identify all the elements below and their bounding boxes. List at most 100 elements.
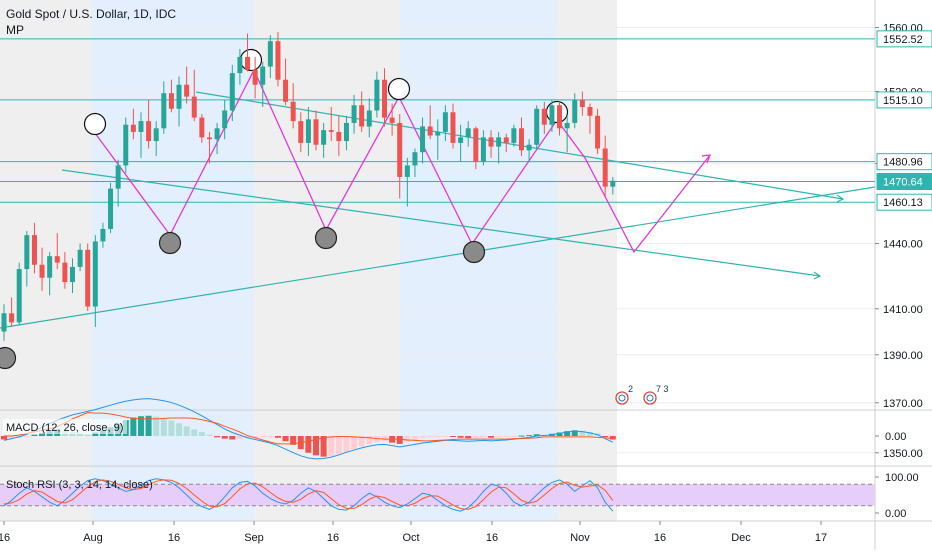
candle-body — [397, 122, 403, 177]
macd-histogram-bar — [31, 434, 38, 436]
candle-body — [245, 56, 251, 70]
candle-body — [161, 93, 167, 129]
event-marker-inner — [618, 394, 626, 402]
macd-histogram-bar — [130, 417, 137, 436]
candle-body — [267, 41, 273, 67]
macd-histogram-bar — [39, 432, 46, 436]
candle-body — [458, 137, 464, 143]
macd-histogram-bar — [503, 436, 510, 437]
stoch-band — [0, 484, 875, 506]
candle-body — [214, 128, 220, 140]
macd-histogram-bar — [526, 435, 533, 437]
candle-body — [168, 93, 174, 109]
candle-body — [313, 119, 319, 145]
candle-body — [610, 180, 616, 187]
macd-histogram-bar — [449, 436, 456, 437]
macd-histogram-bar — [183, 426, 190, 436]
macd-histogram-bar — [442, 436, 449, 437]
macd-histogram-bar — [221, 436, 228, 439]
arrow-head — [836, 194, 845, 203]
candle-body — [374, 79, 380, 111]
macd-histogram-bar — [252, 436, 259, 438]
candle-body — [237, 56, 243, 74]
candle-body — [412, 152, 418, 166]
candle-body — [465, 128, 471, 138]
macd-histogram-bar — [602, 436, 609, 437]
channel-line — [0, 186, 876, 329]
price-label-box — [876, 91, 932, 109]
candle-body — [1, 313, 7, 332]
pattern-zigzag — [94, 68, 711, 254]
candle-body — [534, 108, 540, 145]
stoch-y-tick-label: 100.00 — [885, 472, 919, 484]
candle-body — [39, 264, 45, 278]
macd-histogram-bar — [571, 430, 578, 436]
macd-histogram-bar — [274, 436, 281, 438]
chart-header: Gold Spot / U.S. Dollar, 1D, IDC MP — [6, 6, 176, 38]
candle-body — [290, 101, 296, 122]
macd-histogram-bar — [244, 436, 251, 439]
macd-y-tick-label: 0.00 — [885, 431, 906, 443]
candle-body — [473, 128, 479, 162]
candle-body — [427, 126, 433, 136]
macd-histogram-bar — [176, 423, 183, 436]
macd-histogram-bar — [564, 431, 571, 436]
candle-body — [16, 269, 22, 323]
macd-histogram-bar — [69, 432, 76, 436]
candle-body — [176, 84, 182, 109]
x-tick-label: 16 — [168, 532, 180, 544]
candle-body — [298, 121, 304, 143]
x-tick-label: Sep — [244, 532, 264, 544]
candle-body — [275, 41, 281, 80]
macd-histogram-bar — [267, 436, 274, 437]
trough-circle-marker — [0, 346, 17, 370]
macd-histogram-bar — [434, 436, 441, 437]
x-tick-label: Aug — [83, 532, 103, 544]
macd-histogram-bar — [206, 434, 213, 436]
macd-histogram-bar — [259, 436, 266, 438]
price-label: 1470.64 — [883, 177, 923, 189]
candle-body — [123, 124, 129, 166]
price-label: 1515.10 — [883, 95, 923, 107]
x-tick-label: 17 — [815, 532, 827, 544]
candle-body — [442, 112, 448, 132]
background-band — [557, 0, 617, 521]
macd-histogram-bar — [145, 415, 152, 436]
candle-body — [359, 105, 365, 127]
candle-body — [138, 121, 144, 132]
macd-signal-line — [4, 412, 613, 445]
stoch-title: Stoch RSI (3, 3, 14, 14, close) — [6, 479, 153, 491]
macd-histogram-bar — [609, 436, 616, 440]
candle-body — [85, 249, 91, 307]
macd-histogram-bar — [328, 436, 335, 457]
candle-body — [526, 144, 532, 151]
macd-histogram-bar — [586, 432, 593, 436]
macd-histogram-bar — [488, 436, 495, 438]
macd-histogram-bar — [8, 436, 15, 439]
macd-histogram-bar — [427, 436, 434, 438]
macd-line — [3, 398, 614, 460]
candle-body — [199, 117, 205, 138]
candle-body — [115, 165, 121, 189]
macd-histogram-bar — [556, 432, 563, 436]
macd-histogram-bar — [472, 436, 479, 438]
macd-histogram-bar — [419, 436, 426, 439]
candle-body — [31, 235, 37, 265]
candle-body — [108, 188, 114, 229]
candle-body — [587, 107, 593, 116]
candle-body — [191, 96, 197, 118]
candle-body — [92, 241, 98, 307]
candle-body — [511, 128, 517, 143]
macd-histogram-bar — [1, 436, 7, 440]
pattern-arrow-head — [701, 154, 711, 164]
price-label: 1460.13 — [883, 197, 923, 209]
candle-body — [252, 69, 258, 85]
macd-histogram-bar — [153, 416, 160, 436]
macd-histogram-bar — [198, 432, 205, 436]
macd-histogram-bar — [510, 436, 517, 437]
event-marker-count: 7 3 — [656, 384, 669, 394]
peak-circle-marker — [83, 112, 107, 136]
x-tick-label: Dec — [731, 532, 751, 544]
macd-histogram-bar — [92, 432, 99, 436]
